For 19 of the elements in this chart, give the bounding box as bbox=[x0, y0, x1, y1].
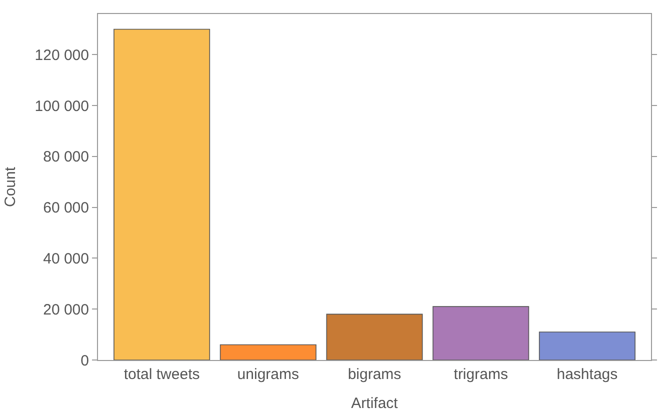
bar bbox=[538, 332, 636, 360]
y-tick-label: 0 bbox=[80, 352, 89, 370]
y-tick-label: 20 000 bbox=[43, 301, 89, 318]
y-tick-label: 40 000 bbox=[43, 250, 89, 268]
y-axis-title: Count bbox=[2, 166, 20, 208]
x-tick-label: unigrams bbox=[237, 366, 299, 383]
bar bbox=[114, 28, 210, 360]
y-tick-label: 100 000 bbox=[34, 98, 89, 115]
y-tick-label: 120 000 bbox=[34, 46, 89, 64]
x-tick-label: total tweets bbox=[124, 366, 200, 383]
bar bbox=[220, 344, 316, 360]
bar bbox=[432, 306, 530, 360]
y-tick-label: 60 000 bbox=[43, 200, 89, 217]
y-tick-label: 80 000 bbox=[43, 148, 89, 166]
bar bbox=[326, 314, 423, 360]
x-axis-title: Artifact bbox=[351, 395, 399, 412]
x-tick-label: trigrams bbox=[454, 366, 508, 383]
x-tick-label: bigrams bbox=[348, 366, 402, 383]
x-tick-label: hashtags bbox=[556, 366, 618, 383]
